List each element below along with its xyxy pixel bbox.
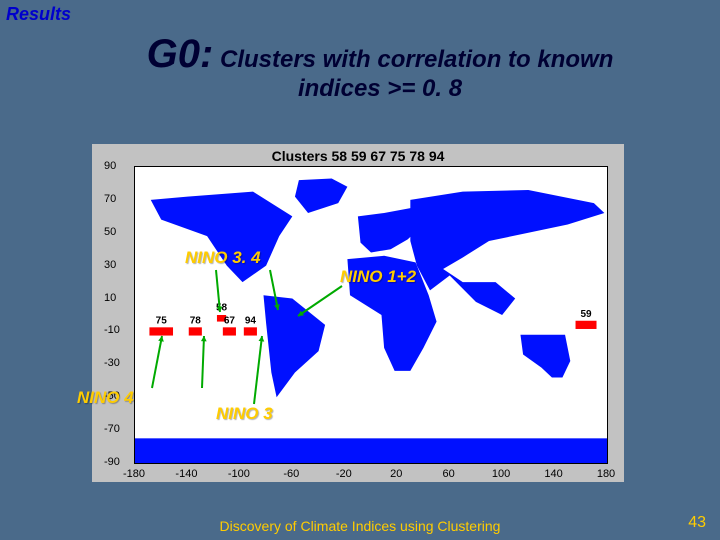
chart-title: Clusters 58 59 67 75 78 94	[92, 148, 624, 164]
y-tick: 10	[104, 292, 116, 304]
svg-text:75: 75	[156, 315, 168, 326]
x-tick: 140	[544, 468, 562, 480]
footer-text: Discovery of Climate Indices using Clust…	[0, 518, 720, 534]
x-tick: -180	[123, 468, 145, 480]
x-tick: -140	[175, 468, 197, 480]
label-nino3: NINO 3	[216, 404, 273, 424]
y-tick: 50	[104, 226, 116, 238]
x-tick: -100	[228, 468, 250, 480]
y-tick: -90	[104, 456, 120, 468]
title-rest1: Clusters with correlation to known	[213, 46, 613, 73]
title-prefix: G0:	[147, 32, 214, 76]
x-tick: 20	[390, 468, 402, 480]
y-tick: -30	[104, 357, 120, 369]
svg-text:58: 58	[216, 302, 228, 313]
plot-area: 75 78 58 67 94 59	[134, 166, 608, 464]
page-number: 43	[688, 514, 706, 532]
svg-text:78: 78	[190, 315, 202, 326]
x-tick: 60	[443, 468, 455, 480]
label-nino4: NINO 4	[77, 388, 134, 408]
x-tick: -60	[283, 468, 299, 480]
label-nino12: NINO 1+2	[340, 267, 416, 287]
x-tick: -20	[336, 468, 352, 480]
y-tick: 70	[104, 193, 116, 205]
svg-text:94: 94	[245, 315, 257, 326]
section-label: Results	[6, 4, 71, 25]
svg-text:67: 67	[224, 315, 236, 326]
world-map: 75 78 58 67 94 59	[135, 167, 607, 463]
x-tick: 100	[492, 468, 510, 480]
y-tick: 30	[104, 259, 116, 271]
y-tick: -70	[104, 423, 120, 435]
label-nino34: NINO 3. 4	[185, 248, 261, 268]
x-tick: 180	[597, 468, 615, 480]
title-line2: indices >= 0. 8	[60, 75, 700, 103]
chart-container: Clusters 58 59 67 75 78 94 757858679459 …	[92, 144, 624, 482]
y-tick: 90	[104, 160, 116, 172]
slide-title: G0: Clusters with correlation to known i…	[60, 32, 700, 103]
y-tick: -10	[104, 324, 120, 336]
svg-text:59: 59	[580, 309, 592, 320]
